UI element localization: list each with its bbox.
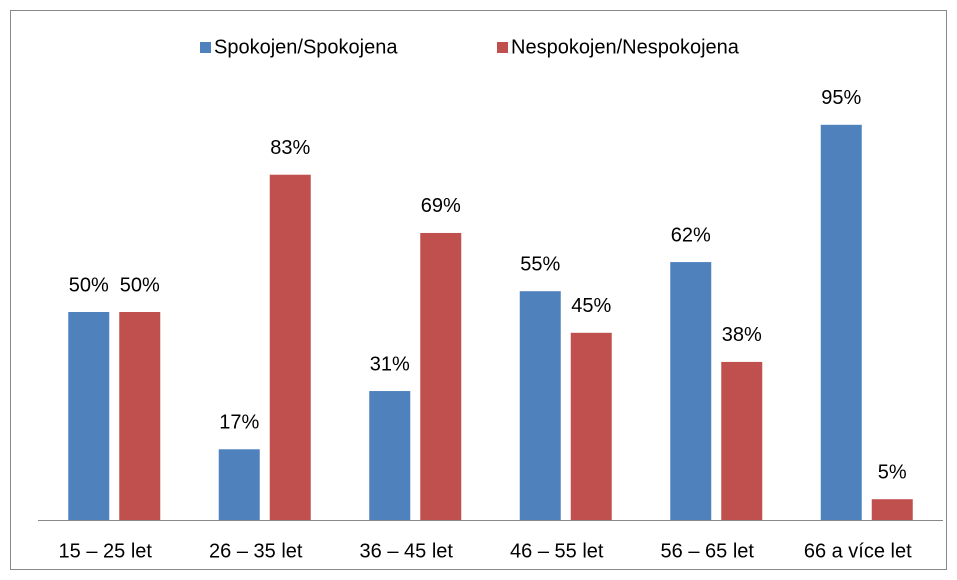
- x-tick-label: 46 – 55 let: [510, 540, 604, 562]
- bar: [670, 262, 712, 520]
- data-label: 62%: [671, 224, 711, 246]
- data-label: 50%: [69, 274, 109, 296]
- data-label: 95%: [821, 87, 861, 109]
- bar: [68, 312, 110, 520]
- bar: [269, 174, 311, 520]
- data-label: 38%: [722, 324, 762, 346]
- data-label: 69%: [421, 195, 461, 217]
- legend-label: Nespokojen/Nespokojena: [511, 36, 740, 58]
- bar: [420, 232, 462, 520]
- bar: [570, 332, 612, 520]
- bar: [820, 124, 862, 521]
- bar: [119, 312, 161, 520]
- data-label: 50%: [120, 274, 160, 296]
- x-tick-label: 26 – 35 let: [209, 540, 303, 562]
- data-label: 17%: [219, 412, 259, 434]
- x-tick-label: 15 – 25 let: [59, 540, 153, 562]
- x-tick-label: 66 a více let: [804, 540, 912, 562]
- legend-label: Spokojen/Spokojena: [214, 36, 398, 58]
- data-label: 45%: [571, 295, 611, 317]
- data-label: 83%: [270, 137, 310, 159]
- legend-swatch: [200, 42, 211, 53]
- bar: [218, 449, 260, 520]
- bar: [519, 291, 561, 520]
- bar: [721, 361, 763, 520]
- chart-frame: [10, 10, 947, 570]
- data-label: 31%: [370, 353, 410, 375]
- legend-swatch: [497, 42, 508, 53]
- bar: [369, 391, 411, 520]
- x-tick-label: 36 – 45 let: [360, 540, 454, 562]
- data-label: 55%: [520, 253, 560, 275]
- x-tick-label: 56 – 65 let: [661, 540, 755, 562]
- data-label: 5%: [878, 461, 907, 483]
- bar: [871, 499, 913, 520]
